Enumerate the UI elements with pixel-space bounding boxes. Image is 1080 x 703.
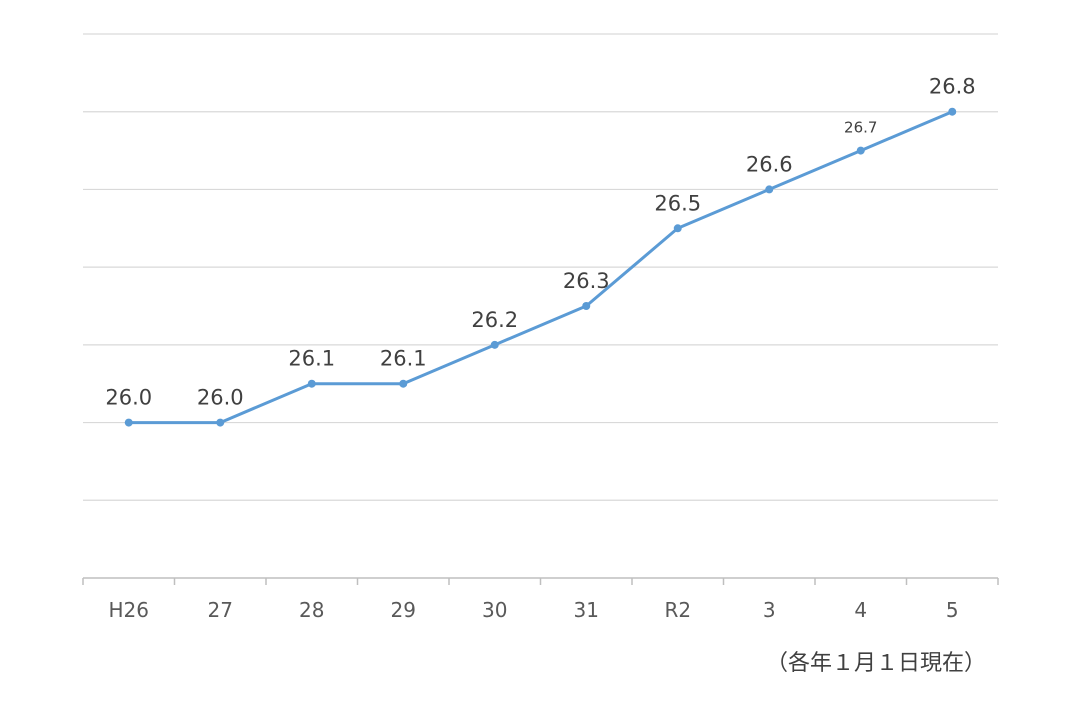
data-label: 26.1 bbox=[288, 347, 335, 371]
x-tick-label: 5 bbox=[946, 598, 959, 622]
series-line-group bbox=[128, 110, 953, 425]
data-point bbox=[216, 418, 225, 427]
data-label: 26.7 bbox=[844, 119, 877, 137]
data-label: 26.6 bbox=[746, 152, 793, 176]
data-point bbox=[124, 418, 133, 427]
data-labels: 26.0 26.0 26.1 26.1 26.2 26.3 26.5 26.6 26.7 26.8 bbox=[105, 75, 975, 410]
date-note: （各年１月１日現在） bbox=[766, 651, 987, 676]
data-label: 26.0 bbox=[105, 386, 152, 410]
data-label: 26.3 bbox=[563, 269, 610, 293]
x-tick-label: 4 bbox=[854, 598, 867, 622]
series-line bbox=[128, 110, 953, 425]
data-point bbox=[582, 302, 591, 310]
gridlines bbox=[83, 33, 998, 501]
data-point bbox=[490, 340, 499, 349]
x-tick-label: 27 bbox=[208, 598, 233, 622]
data-label: 26.0 bbox=[197, 386, 244, 410]
data-point bbox=[948, 107, 957, 116]
x-tick-label: 3 bbox=[763, 598, 776, 622]
data-label: 26.2 bbox=[471, 308, 518, 332]
data-point bbox=[307, 379, 316, 388]
x-tick-label: 28 bbox=[299, 598, 324, 622]
data-point bbox=[856, 146, 865, 155]
data-points bbox=[124, 107, 957, 427]
x-tick-label: 30 bbox=[482, 598, 507, 622]
x-tick-labels: H26 27 28 29 30 31 R2 3 4 5 bbox=[109, 598, 959, 622]
data-label: 26.8 bbox=[929, 75, 976, 99]
data-point bbox=[765, 185, 774, 194]
data-label: 26.1 bbox=[380, 347, 427, 371]
x-tick-label: R2 bbox=[664, 598, 691, 622]
x-tick-label: 31 bbox=[574, 598, 599, 622]
x-tick-label: H26 bbox=[109, 598, 150, 622]
x-axis bbox=[82, 577, 999, 585]
x-tick-label: 29 bbox=[391, 598, 416, 622]
data-label: 26.5 bbox=[654, 191, 701, 215]
data-point bbox=[673, 224, 682, 233]
data-point bbox=[399, 379, 408, 388]
